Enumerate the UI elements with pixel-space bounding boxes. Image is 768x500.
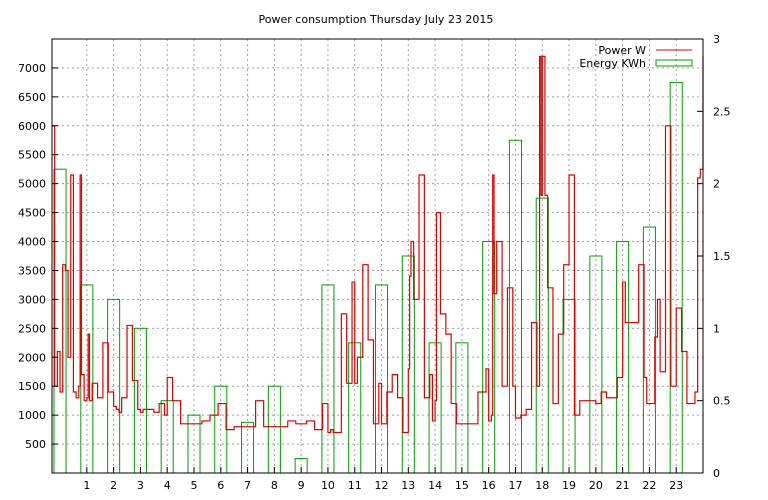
x-tick-label: 18: [535, 479, 549, 492]
y2-tick-label: 0: [713, 467, 720, 480]
x-tick-label: 22: [642, 479, 656, 492]
x-tick-label: 23: [669, 479, 683, 492]
legend: Power W Energy KWh: [579, 44, 693, 70]
x-tick-label: 6: [217, 479, 224, 492]
y-tick-label: 4000: [18, 236, 46, 249]
y2-tick-label: 1: [713, 322, 720, 335]
axis-ticks: 500 1000 1500 2000 2500 3000 3500 4000 4500 5000 5…: [18, 33, 731, 492]
x-tick-label: 21: [616, 479, 630, 492]
y2-tick-label: 0.5: [713, 395, 731, 408]
y-tick-label: 3500: [18, 264, 46, 277]
y-tick-label: 2500: [18, 322, 46, 335]
y-tick-label: 7000: [18, 62, 46, 75]
y2-tick-label: 1.5: [713, 250, 731, 263]
power-series-line: [52, 55, 704, 434]
y-tick-label: 4500: [18, 207, 46, 220]
x-tick-label: 5: [190, 479, 197, 492]
y2-tick-label: 3: [713, 33, 720, 46]
x-tick-label: 10: [321, 479, 335, 492]
y-tick-label: 1000: [18, 409, 46, 422]
x-tick-label: 7: [244, 479, 251, 492]
x-tick-label: 11: [348, 479, 362, 492]
x-tick-label: 15: [455, 479, 469, 492]
x-tick-label: 8: [271, 479, 278, 492]
y-tick-label: 6000: [18, 120, 46, 133]
y-tick-label: 5500: [18, 149, 46, 162]
y-tick-label: 6500: [18, 91, 46, 104]
x-tick-label: 19: [562, 479, 576, 492]
legend-swatch-energy: [655, 59, 693, 67]
y-tick-label: 500: [25, 438, 46, 451]
x-tick-label: 20: [589, 479, 603, 492]
x-tick-label: 9: [298, 479, 305, 492]
y2-tick-label: 2.5: [713, 105, 731, 118]
x-tick-label: 4: [164, 479, 171, 492]
x-tick-label: 13: [401, 479, 415, 492]
y-tick-label: 3000: [18, 293, 46, 306]
power-line: [52, 55, 704, 434]
y-tick-label: 1500: [18, 380, 46, 393]
x-tick-label: 14: [428, 479, 442, 492]
chart-title: Power consumption Thursday July 23 2015: [259, 13, 494, 26]
y-tick-label: 2000: [18, 351, 46, 364]
legend-label-power: Power W: [598, 44, 646, 57]
legend-label-energy: Energy KWh: [579, 57, 646, 70]
x-tick-label: 1: [83, 479, 90, 492]
x-tick-label: 3: [137, 479, 144, 492]
x-tick-label: 16: [482, 479, 496, 492]
x-tick-label: 12: [375, 479, 389, 492]
x-tick-label: 2: [110, 479, 117, 492]
y2-tick-label: 2: [713, 178, 720, 191]
x-tick-label: 17: [508, 479, 522, 492]
y-tick-label: 5000: [18, 178, 46, 191]
